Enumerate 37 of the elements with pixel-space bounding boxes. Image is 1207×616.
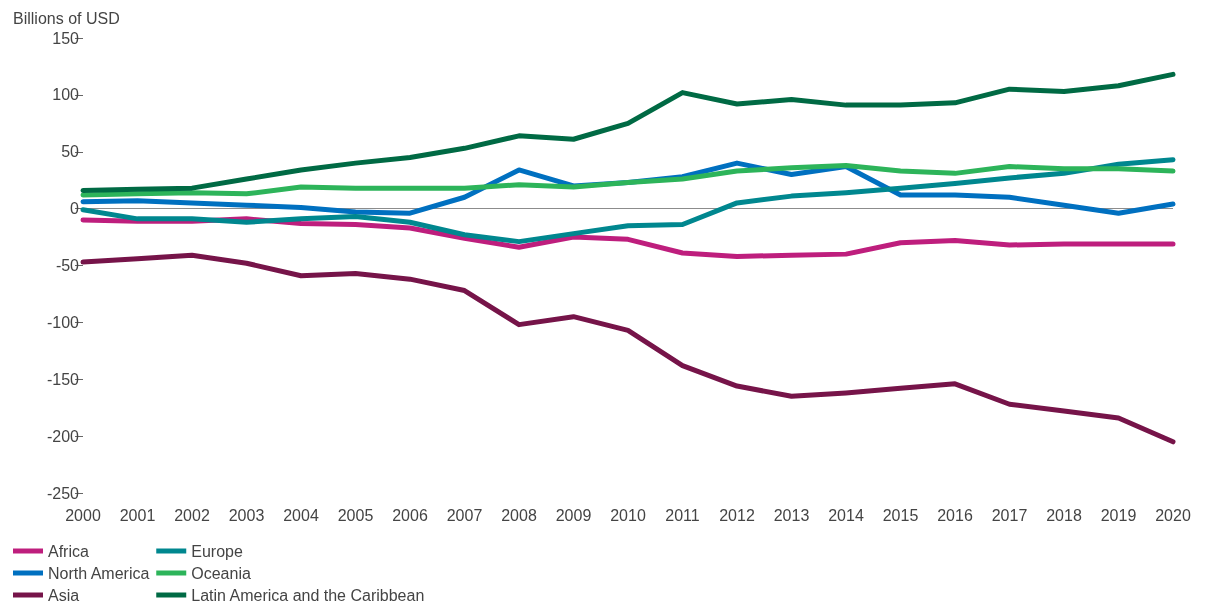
x-tick-label: 2002 <box>174 506 210 524</box>
legend-label: Europe <box>191 542 243 560</box>
x-tick-label: 2008 <box>501 506 537 524</box>
y-tick-label: -50 <box>55 257 80 274</box>
y-tick-label: -250 <box>46 484 80 502</box>
x-tick-label: 2012 <box>719 506 755 524</box>
y-tick-label: -200 <box>46 427 80 445</box>
x-tick-label: 2011 <box>665 506 700 524</box>
legend-label: Oceania <box>191 564 251 582</box>
y-tick-label: 150 <box>52 29 80 47</box>
x-tick-label: 2005 <box>337 506 374 524</box>
legend-label: Asia <box>48 586 80 604</box>
y-axis-title: Billions of USD <box>13 9 120 27</box>
y-tick-label: 0 <box>70 200 80 218</box>
y-tick-label: -150 <box>46 370 80 388</box>
x-tick-label: 2013 <box>773 506 810 524</box>
x-tick-label: 2000 <box>65 506 101 524</box>
x-tick-label: 2010 <box>610 506 646 524</box>
x-tick-label: 2001 <box>119 506 156 524</box>
x-tick-label: 2016 <box>937 506 973 524</box>
x-tick-label: 2003 <box>228 506 265 524</box>
legend-label: North America <box>48 564 150 582</box>
x-tick-label: 2018 <box>1046 506 1082 524</box>
legend-label: Africa <box>48 542 89 560</box>
x-tick-label: 2017 <box>991 506 1028 524</box>
x-tick-label: 2009 <box>555 506 592 524</box>
y-tick-label: 50 <box>61 143 80 161</box>
x-tick-label: 2006 <box>392 506 428 524</box>
x-tick-label: 2014 <box>828 506 864 524</box>
x-tick-label: 2019 <box>1100 506 1137 524</box>
legend-label: Latin America and the Caribbean <box>191 586 425 604</box>
x-tick-label: 2007 <box>446 506 483 524</box>
y-tick-label: 100 <box>52 86 80 104</box>
x-tick-label: 2015 <box>882 506 919 524</box>
x-tick-label: 2020 <box>1155 506 1191 524</box>
x-tick-label: 2004 <box>283 506 319 524</box>
y-tick-label: -100 <box>46 313 80 331</box>
